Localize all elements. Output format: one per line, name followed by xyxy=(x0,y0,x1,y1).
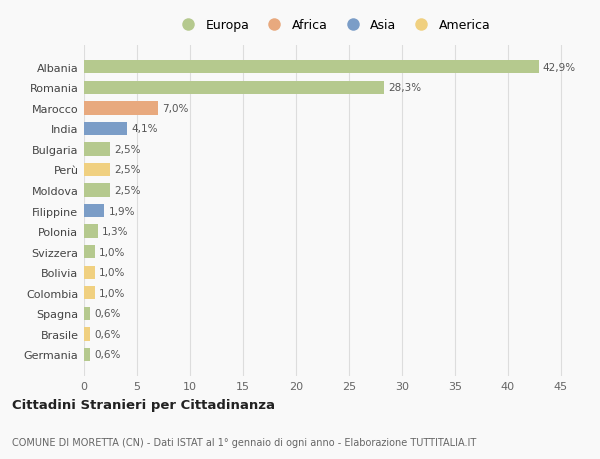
Text: 7,0%: 7,0% xyxy=(163,104,189,113)
Text: Cittadini Stranieri per Cittadinanza: Cittadini Stranieri per Cittadinanza xyxy=(12,398,275,412)
Text: 42,9%: 42,9% xyxy=(543,62,576,73)
Text: 0,6%: 0,6% xyxy=(95,309,121,319)
Bar xyxy=(84,184,110,197)
Bar xyxy=(84,348,91,361)
Text: 1,9%: 1,9% xyxy=(109,206,135,216)
Bar xyxy=(84,163,110,177)
Text: 1,0%: 1,0% xyxy=(99,288,125,298)
Bar xyxy=(84,61,539,74)
Bar xyxy=(84,204,104,218)
Bar xyxy=(84,143,110,156)
Bar xyxy=(84,81,384,95)
Text: 2,5%: 2,5% xyxy=(115,145,141,155)
Text: 1,0%: 1,0% xyxy=(99,268,125,278)
Text: 2,5%: 2,5% xyxy=(115,165,141,175)
Bar xyxy=(84,328,91,341)
Bar xyxy=(84,225,98,238)
Text: 4,1%: 4,1% xyxy=(131,124,158,134)
Bar xyxy=(84,286,95,300)
Text: COMUNE DI MORETTA (CN) - Dati ISTAT al 1° gennaio di ogni anno - Elaborazione TU: COMUNE DI MORETTA (CN) - Dati ISTAT al 1… xyxy=(12,437,476,447)
Bar xyxy=(84,102,158,115)
Text: 0,6%: 0,6% xyxy=(95,329,121,339)
Text: 2,5%: 2,5% xyxy=(115,185,141,196)
Bar xyxy=(84,246,95,259)
Bar xyxy=(84,123,127,136)
Text: 1,3%: 1,3% xyxy=(102,227,128,237)
Bar xyxy=(84,266,95,280)
Text: 0,6%: 0,6% xyxy=(95,350,121,360)
Legend: Europa, Africa, Asia, America: Europa, Africa, Asia, America xyxy=(175,19,491,32)
Bar xyxy=(84,307,91,320)
Text: 28,3%: 28,3% xyxy=(388,83,421,93)
Text: 1,0%: 1,0% xyxy=(99,247,125,257)
